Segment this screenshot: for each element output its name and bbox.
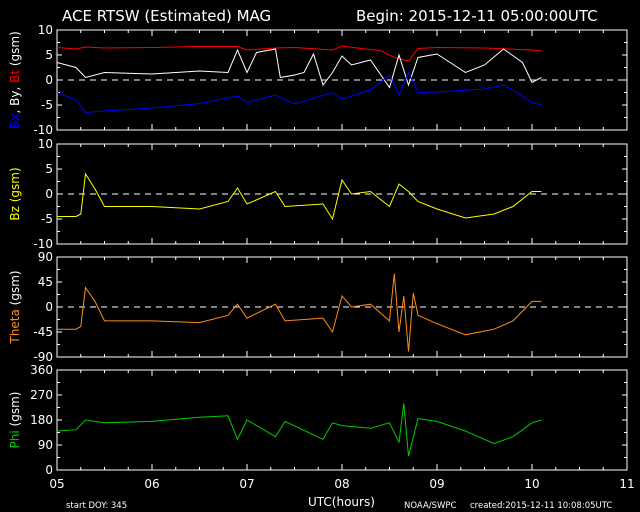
begin-time: Begin: 2015-12-11 05:00:00UTC [356, 7, 598, 25]
x-axis: 05 06 07 08 09 10 11 [49, 477, 634, 491]
y-axis-label-part: (gsm) [8, 392, 22, 431]
y-axis-label: Theta (gsm) [8, 270, 22, 344]
series-bz [57, 172, 542, 221]
y-axis-label-part: (gsm) [8, 270, 22, 309]
y-tick-label: 5 [45, 48, 53, 62]
panel-phi: 360 270 180 90 0 Phi (gsm) [8, 363, 628, 477]
y-axis-label-part: Bt [8, 70, 22, 83]
x-axis-label: UTC(hours) [308, 495, 375, 509]
series-phi [56, 403, 542, 457]
y-tick-label: -10 [33, 123, 53, 137]
y-tick-label: -5 [41, 98, 53, 112]
created-timestamp: created:2015-12-11 10:08:05UTC [470, 501, 612, 511]
panel-bz: 10 5 0 -5 -10 Bz (gsm) [8, 137, 628, 251]
x-tick-label: 08 [334, 477, 349, 491]
panel-magnetic-field: 10 5 0 -5 -10 Bx, By, Bt (gsm) [8, 23, 628, 137]
x-tick-label: 05 [49, 477, 64, 491]
y-axis-label: Bx, By, Bt (gsm) [8, 31, 22, 129]
y-axis-label-part: (gsm) [8, 31, 22, 70]
panels: 10 5 0 -5 -10 Bx, By, Bt (gsm) 10 5 0 -5 -10 Bz (gs… [8, 23, 628, 477]
series-bx [56, 71, 542, 114]
y-tick-label: 10 [38, 137, 53, 151]
y-axis-label-part: Bz (gsm) [8, 167, 22, 220]
y-tick-label: 10 [38, 23, 53, 37]
y-axis-label-part: Phi [8, 430, 22, 448]
x-tick-label: 07 [239, 477, 254, 491]
y-tick-label: 0 [45, 300, 53, 314]
y-tick-label: 90 [38, 438, 53, 452]
y-axis-label: Phi (gsm) [8, 392, 22, 449]
y-tick-label: -90 [33, 350, 53, 364]
series-theta [57, 273, 542, 352]
y-tick-label: 90 [38, 250, 53, 264]
y-tick-label: 180 [30, 413, 53, 427]
y-tick-label: 270 [30, 388, 53, 402]
y-axis-label-part: Theta [8, 309, 22, 344]
y-axis-label: Bz (gsm) [8, 167, 22, 220]
y-tick-label: 0 [45, 187, 53, 201]
start-doy: start DOY: 345 [66, 501, 127, 511]
x-tick-label: 06 [144, 477, 159, 491]
panel-theta: 90 45 0 -45 -90 Theta (gsm) [8, 250, 628, 364]
series-bt [56, 45, 542, 62]
x-tick-label: 10 [524, 477, 539, 491]
agency-label: NOAA/SWPC [404, 501, 457, 511]
x-tick-label: 11 [619, 477, 634, 491]
y-tick-label: 360 [30, 363, 53, 377]
series-by [56, 48, 542, 89]
y-tick-label: -10 [33, 237, 53, 251]
y-axis-label-part: Bx [8, 113, 22, 128]
y-axis-label-part: , By, [8, 83, 22, 114]
y-tick-label: 45 [38, 275, 53, 289]
y-tick-label: -5 [41, 212, 53, 226]
y-tick-label: 0 [45, 73, 53, 87]
x-tick-label: 09 [429, 477, 444, 491]
y-tick-label: 5 [45, 162, 53, 176]
y-tick-label: -45 [33, 325, 53, 339]
chart-title: ACE RTSW (Estimated) MAG [62, 7, 271, 25]
y-tick-label: 0 [45, 463, 53, 477]
